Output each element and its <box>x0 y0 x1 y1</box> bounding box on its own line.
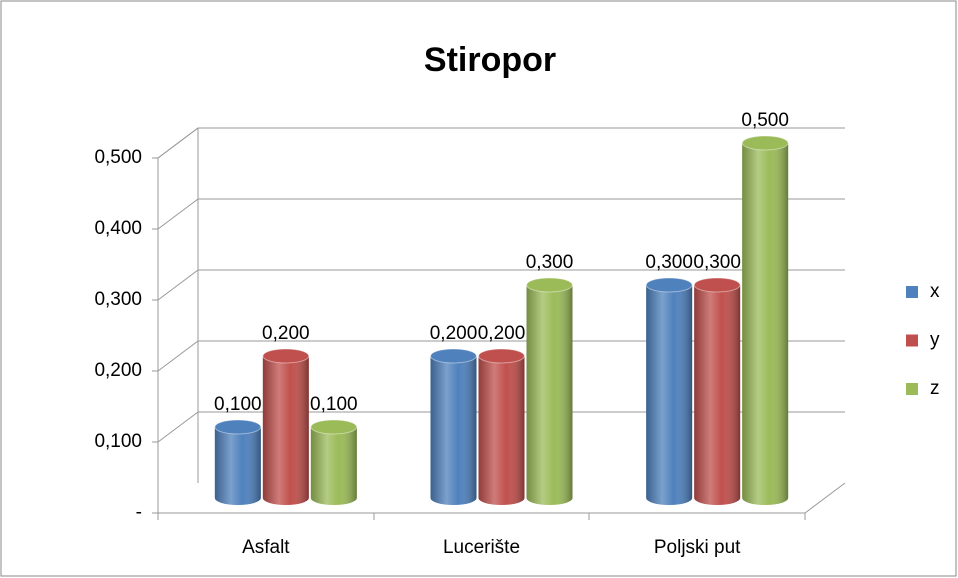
cylinder <box>262 348 310 506</box>
x-ticks <box>157 513 806 520</box>
grid-line <box>157 269 845 301</box>
legend-swatch <box>906 383 918 395</box>
x-tick-label: Poljski put <box>654 537 741 558</box>
y-tick-label: - <box>136 502 142 523</box>
value-label: 0,200 <box>478 323 526 344</box>
y-tick-label: 0,300 <box>94 289 142 310</box>
value-label: 0,100 <box>310 394 358 415</box>
grid-line <box>157 340 845 372</box>
cylinder <box>741 135 789 506</box>
cylinder <box>430 348 477 506</box>
x-tick-label: Asfalt <box>242 537 290 558</box>
cylinder <box>478 348 525 506</box>
x-tick-label: Lucerište <box>443 537 520 558</box>
value-label: 0,500 <box>741 110 789 131</box>
legend-swatch <box>906 334 918 347</box>
value-label: 0,300 <box>526 252 574 273</box>
legend-label: y <box>930 330 940 351</box>
cylinder <box>645 277 693 506</box>
value-label: 0,300 <box>693 252 741 273</box>
legend-swatch <box>906 286 918 298</box>
chart-title: Stiropor <box>424 41 556 79</box>
value-label: 0,200 <box>430 323 478 344</box>
cylinder <box>526 277 573 506</box>
grid-line <box>157 198 845 230</box>
value-label: 0,200 <box>262 323 310 344</box>
legend-label: z <box>930 378 940 399</box>
value-label: 0,100 <box>214 394 262 415</box>
value-label: 0,300 <box>645 252 693 273</box>
grid-line <box>157 127 845 159</box>
y-tick-label: 0,200 <box>94 360 142 381</box>
legend-label: x <box>930 281 940 302</box>
cylinder <box>310 419 358 506</box>
y-tick-label: 0,100 <box>94 431 142 452</box>
grid-line <box>157 411 845 443</box>
cylinder <box>693 277 741 506</box>
y-tick-label: 0,500 <box>94 147 142 168</box>
y-tick-label: 0,400 <box>94 218 142 239</box>
cylinder <box>214 419 262 505</box>
